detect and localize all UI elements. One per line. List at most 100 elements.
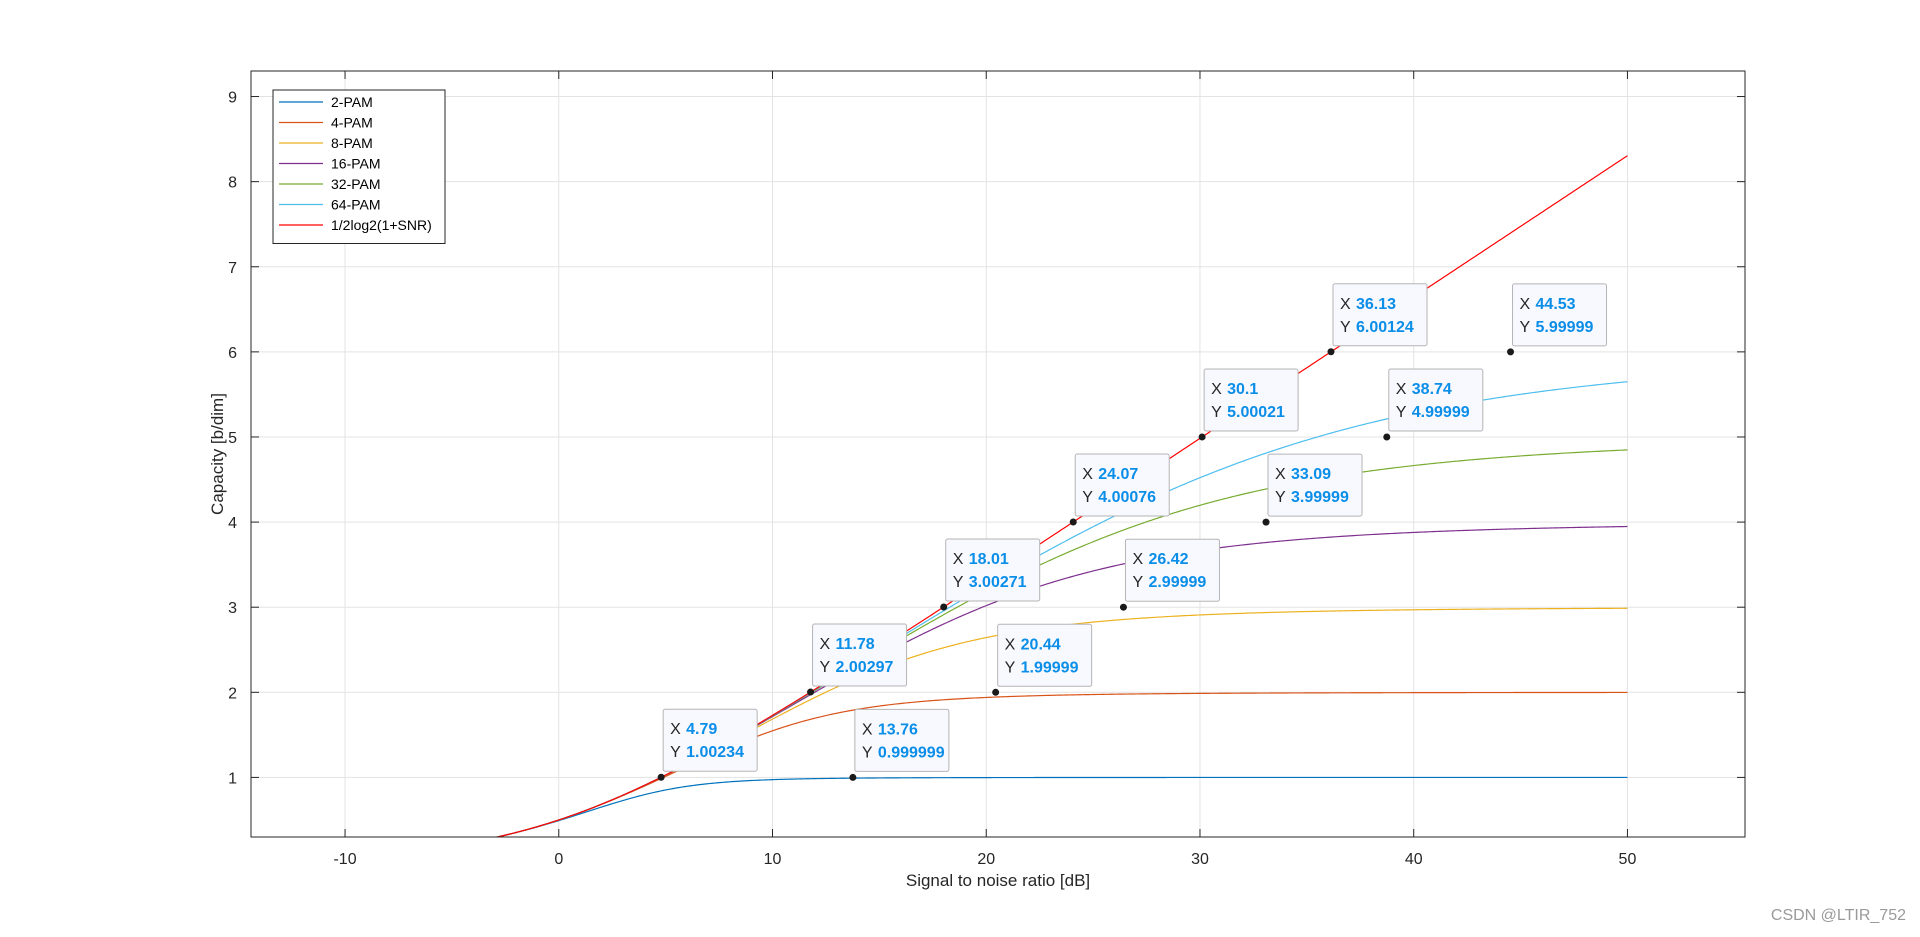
y-axis-label: Capacity [b/dim] [208,393,227,515]
legend-entry-label: 1/2log2(1+SNR) [331,217,432,233]
datatip-y-key: Y [670,744,681,761]
datatip: X 13.76 Y 0.999999 [849,708,950,781]
datatip-y-value: 2.99999 [1148,574,1206,591]
datatip-y-key: Y [1520,319,1531,336]
x-tick-label: 50 [1619,851,1637,868]
datatip: X 20.44 Y 1.99999 [992,623,1093,696]
axis-ticks: -10 0 10 20 30 40 50 1 2 3 4 5 6 7 8 9 [228,71,1745,868]
x-tick-label: 30 [1191,851,1209,868]
datatip-x-value: 4.79 [686,721,717,738]
legend[interactable]: 2-PAM 4-PAM 8-PAM 16-PAM 32-PAM 64-PAM 1/2log2… [272,89,446,244]
datatip-x-value: 11.78 [836,636,875,653]
datatip-box [1388,368,1484,432]
datatip: X 24.07 Y 4.00076 [1069,453,1170,526]
datatip-marker [1327,348,1335,356]
datatip: X 44.53 Y 5.99999 [1507,283,1608,356]
datatip-x-value: 44.53 [1536,296,1576,313]
datatip-marker [1119,603,1127,611]
datatip: X 38.74 Y 4.99999 [1383,368,1484,441]
legend-entry-label: 32-PAM [331,176,381,192]
y-tick-label: 5 [228,430,237,447]
datatip-y-key: Y [820,659,831,676]
y-tick-label: 1 [228,770,237,787]
datatip-x-key: X [1520,296,1531,313]
datatip-y-value: 4.00076 [1098,489,1156,506]
datatip-x-value: 33.09 [1291,466,1331,483]
datatip-marker [1262,518,1270,526]
x-tick-label: -10 [333,851,356,868]
grid-lines [251,71,1745,837]
datatip-x-key: X [820,636,831,653]
datatip-marker [807,688,815,696]
datatip-box [854,708,950,772]
datatip-x-value: 18.01 [969,551,1009,568]
datatip-y-value: 3.00271 [969,574,1027,591]
datatip-marker [1198,433,1206,441]
datatip-x-key: X [1275,466,1286,483]
datatip: X 26.42 Y 2.99999 [1119,538,1220,611]
x-tick-label: 10 [764,851,782,868]
datatip-marker [1507,348,1515,356]
datatip-box [945,538,1041,602]
datatip-y-value: 1.00234 [686,744,744,761]
datatip-x-key: X [1082,466,1093,483]
datatip-x-value: 20.44 [1021,636,1061,653]
datatip-y-value: 6.00124 [1356,319,1414,336]
legend-entry-label: 16-PAM [331,156,381,172]
datatip-y-key: Y [1211,404,1222,421]
y-tick-label: 4 [228,515,237,532]
datatip-box [1267,453,1363,517]
datatip-y-value: 0.999999 [878,744,945,761]
datatip: X 11.78 Y 2.00297 [807,623,908,696]
y-tick-label: 8 [228,175,237,192]
datatip-y-value: 3.99999 [1291,489,1349,506]
legend-entry-label: 8-PAM [331,135,373,151]
datatip-x-key: X [953,551,964,568]
datatip-y-key: Y [1340,319,1351,336]
datatip-x-value: 26.42 [1148,551,1188,568]
datatip-x-key: X [1005,636,1016,653]
datatip-box [1512,283,1608,347]
plot-frame [250,70,1746,838]
datatip-y-key: Y [1082,489,1093,506]
datatip-box [997,623,1093,687]
datatip-box [1124,538,1220,602]
datatip-marker [1383,433,1391,441]
datatip-x-value: 38.74 [1412,381,1452,398]
y-tick-label: 3 [228,600,237,617]
datatip-box [1203,368,1299,432]
datatip: X 36.13 Y 6.00124 [1327,283,1428,356]
datatip-box [662,708,758,772]
datatip-x-key: X [1340,296,1351,313]
x-tick-label: 40 [1405,851,1423,868]
datatip-x-value: 24.07 [1098,466,1138,483]
datatip-x-key: X [862,721,873,738]
datatip-marker [940,603,948,611]
datatip-y-value: 5.99999 [1536,319,1594,336]
datatip-y-value: 2.00297 [836,659,894,676]
datatip-y-key: Y [1275,489,1286,506]
legend-entry-label: 64-PAM [331,197,381,213]
datatip-box [1074,453,1170,517]
datatip: X 4.79 Y 1.00234 [657,708,758,781]
datatip-x-value: 36.13 [1356,296,1396,313]
datatip-y-key: Y [862,744,873,761]
datatip-y-value: 5.00021 [1227,404,1285,421]
datatip: X 33.09 Y 3.99999 [1262,453,1363,526]
datatip-y-value: 1.99999 [1021,659,1079,676]
datatip-y-value: 4.99999 [1412,404,1470,421]
watermark: CSDN @LTIR_752 [1770,907,1906,924]
datatips: X 4.79 Y 1.00234 X 13.76 Y 0.999999 X 11.78 Y 2.002… [657,283,1608,781]
y-tick-label: 6 [228,345,237,362]
datatip-marker [1069,518,1077,526]
datatip: X 30.1 Y 5.00021 [1198,368,1299,441]
legend-entry-label: 2-PAM [331,94,373,110]
y-tick-label: 7 [228,260,237,277]
datatip-x-key: X [1132,551,1143,568]
y-tick-label: 2 [228,685,237,702]
datatip-y-key: Y [953,574,964,591]
datatip-y-key: Y [1005,659,1016,676]
datatip-x-key: X [670,721,681,738]
x-axis-label: Signal to noise ratio [dB] [906,871,1090,890]
